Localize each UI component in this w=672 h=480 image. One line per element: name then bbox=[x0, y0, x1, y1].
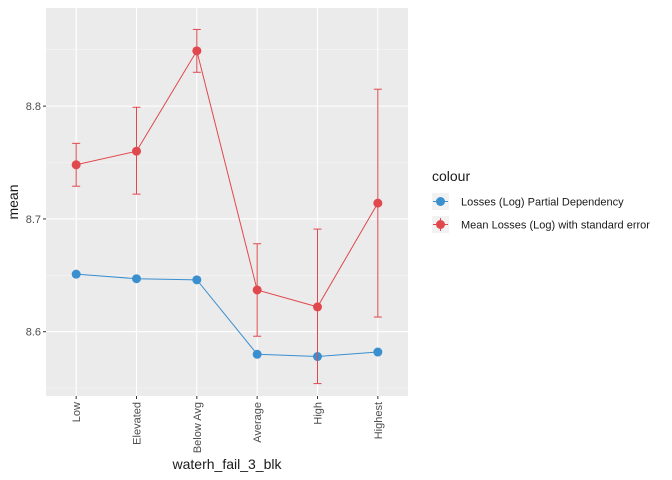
data-point bbox=[373, 198, 383, 208]
data-point bbox=[132, 274, 141, 284]
axes-layer: 8.6 8.7 8.8 Low Elevated Below Avg Average High… bbox=[26, 101, 385, 453]
data-point bbox=[192, 46, 202, 56]
data-point bbox=[132, 146, 141, 156]
legend-label-mean-losses: Mean Losses (Log) with standard error bbox=[461, 220, 650, 232]
legend-label-partial-dependency: Losses (Log) Partial Dependency bbox=[461, 197, 624, 209]
x-tick-label: Below Avg bbox=[192, 402, 204, 453]
grid-minor bbox=[46, 49, 408, 389]
series-line-1 bbox=[76, 49, 379, 308]
x-tick-label: Low bbox=[71, 402, 83, 422]
legend-point-partial-dependency bbox=[436, 197, 445, 206]
series-layer bbox=[71, 28, 383, 385]
y-axis-title: mean bbox=[5, 184, 21, 219]
plot-panel bbox=[46, 8, 408, 396]
data-point bbox=[252, 285, 262, 295]
x-tick-label: High bbox=[313, 402, 325, 425]
legend-title: colour bbox=[432, 168, 470, 184]
data-point bbox=[313, 302, 322, 312]
legend-key-mean-losses bbox=[432, 216, 449, 233]
y-tick-label: 8.6 bbox=[26, 327, 41, 339]
x-tick-label: Average bbox=[252, 402, 264, 443]
legend-point-mean-losses bbox=[436, 220, 445, 229]
x-tick-label: Elevated bbox=[132, 402, 144, 445]
data-point bbox=[71, 160, 81, 170]
y-tick-label: 8.7 bbox=[26, 214, 41, 226]
x-axis-title: waterh_fail_3_blk bbox=[172, 456, 283, 472]
series-line-0 bbox=[76, 273, 378, 358]
data-point bbox=[192, 275, 202, 285]
y-tick-label: 8.8 bbox=[26, 101, 41, 113]
legend-key-partial-dependency bbox=[432, 193, 449, 210]
data-point bbox=[252, 349, 262, 359]
x-tick-label: Highest bbox=[373, 402, 385, 439]
legend: colour Losses (Log) Partial Dependency M… bbox=[432, 168, 650, 233]
data-point bbox=[373, 347, 383, 357]
data-point bbox=[71, 269, 81, 279]
